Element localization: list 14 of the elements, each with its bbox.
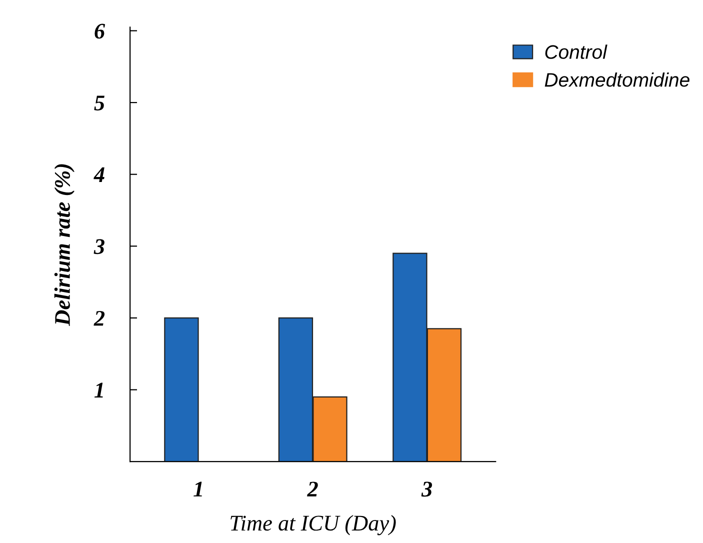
y-tick-label: 6 [94, 24, 106, 39]
bar [164, 317, 199, 462]
y-tick-label: 5 [94, 96, 104, 110]
y-tick-label: 1 [94, 382, 103, 398]
y-axis-title: Delirium rate (%) [54, 164, 74, 326]
y-tick-label: 2 [94, 310, 105, 326]
y-tick-label: 4 [94, 167, 104, 182]
x-tick-label: 3 [421, 482, 432, 497]
x-tick-label: 2 [307, 482, 318, 496]
legend-label: Dexmedtomidine [544, 72, 690, 87]
legend-label: Control [545, 44, 608, 59]
y-tick-label: 3 [94, 239, 104, 254]
x-axis-title: Time at ICU (Day) [230, 515, 396, 536]
x-tick-label: 1 [194, 482, 202, 496]
